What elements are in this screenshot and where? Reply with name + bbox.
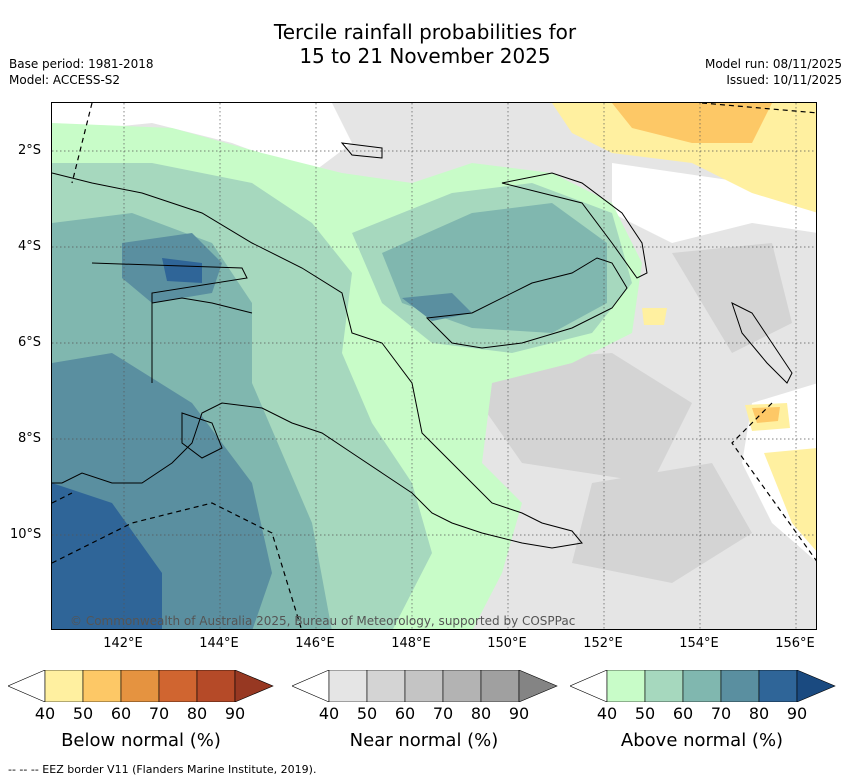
lon-label-148e: 148°E [391,636,431,651]
below-normal-patch-b-core [752,407,780,423]
white-region-nw [52,103,352,173]
graticule [52,103,816,629]
white-region-ne [612,163,816,243]
issued-date: Issued: 10/11/2025 [726,73,842,87]
colorbar-below-seg-4 [158,670,198,702]
colorbar-below-max-arrow [234,670,274,702]
map-canvas [52,103,816,629]
colorbar-near-ticks: 40 50 60 70 80 90 [292,702,558,723]
lon-label-142e: 142°E [103,636,143,651]
colorbar-near [292,670,558,702]
colorbar-near-seg-5 [480,670,520,702]
below-normal-patch-a [642,308,667,325]
colorbar-above-tick-70: 70 [710,704,732,723]
coastlines [52,142,793,549]
colorbar-below-seg-5 [196,670,236,702]
colorbar-above [570,670,836,702]
colorbar-above-max-arrow [796,670,836,702]
colorbar-near-tick-50: 50 [356,704,378,723]
base-period: Base period: 1981-2018 [9,57,154,71]
model-run: Model run: 08/11/2025 [704,57,842,71]
colorbar-above-tick-60: 60 [672,704,694,723]
title-line-2: 15 to 21 November 2025 [299,44,551,68]
below-normal-patch-c [764,448,816,551]
lon-label-150e: 150°E [487,636,527,651]
colorbar-below-seg-1 [44,670,84,702]
lon-label-146e: 146°E [295,636,335,651]
colorbar-below-tick-50: 50 [72,704,94,723]
colorbar-near-min-arrow [292,670,330,702]
colorbar-below [8,670,274,702]
colorbar-below-seg-2 [82,670,122,702]
eez-footnote: -- -- -- EEZ border V11 (Flanders Marine… [8,763,317,776]
colorbar-near-tick-80: 80 [470,704,492,723]
colorbar-above-tick-80: 80 [748,704,770,723]
colorbar-above-ticks: 40 50 60 70 80 90 [570,702,836,723]
lon-label-156e: 156°E [775,636,815,651]
colorbar-near-max-arrow [518,670,558,702]
near-normal-60-south [572,463,752,583]
colorbar-below-seg-3 [120,670,160,702]
meta-left: Base period: 1981-2018 Model: ACCESS-S2 [9,56,154,88]
colorbar-below-min-arrow [8,670,46,702]
above-normal-90-north [162,258,202,283]
legend-above-title: Above normal (%) [620,730,784,751]
colorbar-above-seg-5 [758,670,798,702]
lat-label-8s: 8°S [18,431,42,446]
legend-near-title: Near normal (%) [349,730,499,751]
colorbar-near-tick-70: 70 [432,704,454,723]
lat-label-6s: 6°S [18,335,42,350]
colorbar-below-tick-70: 70 [148,704,170,723]
colorbar-near-seg-1 [328,670,368,702]
legend-near-normal: 40 50 60 70 80 90 [292,670,558,723]
map-title: Tercile rainfall probabilities for 15 to… [0,20,850,68]
colorbar-below-tick-80: 80 [186,704,208,723]
meta-right: Model run: 08/11/2025 Issued: 10/11/2025 [705,56,842,88]
below-normal-60-ne [612,103,772,143]
colorbar-above-min-arrow [570,670,608,702]
lat-label-2s: 2°S [18,143,42,158]
near-normal-60-ne [672,243,792,353]
colorbar-below-tick-90: 90 [224,704,246,723]
colorbar-below-ticks: 40 50 60 70 80 90 [8,702,274,723]
above-normal-90-south [52,483,162,629]
above-normal-80-east [402,293,472,321]
colorbar-above-tick-40: 40 [596,704,618,723]
lon-label-144e: 144°E [199,636,239,651]
border-lines [91,262,253,383]
colorbar-near-seg-3 [404,670,444,702]
legend-below-title: Below normal (%) [61,730,221,751]
lat-label-4s: 4°S [18,239,42,254]
lon-label-154e: 154°E [679,636,719,651]
colorbar-above-seg-1 [606,670,646,702]
colorbar-above-tick-90: 90 [786,704,808,723]
copyright-notice: © Commonwealth of Australia 2025, Bureau… [70,614,576,628]
model-name: Model: ACCESS-S2 [9,73,121,87]
colorbar-above-seg-4 [720,670,760,702]
colorbar-above-seg-3 [682,670,722,702]
colorbar-near-seg-2 [366,670,406,702]
probability-map [51,102,817,630]
colorbar-below-tick-60: 60 [110,704,132,723]
colorbar-near-tick-90: 90 [508,704,530,723]
near-normal-60-center [452,353,692,483]
colorbar-near-tick-60: 60 [394,704,416,723]
lon-label-152e: 152°E [583,636,623,651]
colorbar-below-tick-40: 40 [34,704,56,723]
legend-below-normal: 40 50 60 70 80 90 [8,670,274,723]
legend-above-normal: 40 50 60 70 80 90 [570,670,836,723]
title-line-1: Tercile rainfall probabilities for [273,20,577,44]
colorbar-above-seg-2 [644,670,684,702]
colorbar-near-seg-4 [442,670,482,702]
eez-borders [52,103,816,629]
colorbar-above-tick-50: 50 [634,704,656,723]
lat-label-10s: 10°S [10,527,42,542]
colorbar-near-tick-40: 40 [318,704,340,723]
